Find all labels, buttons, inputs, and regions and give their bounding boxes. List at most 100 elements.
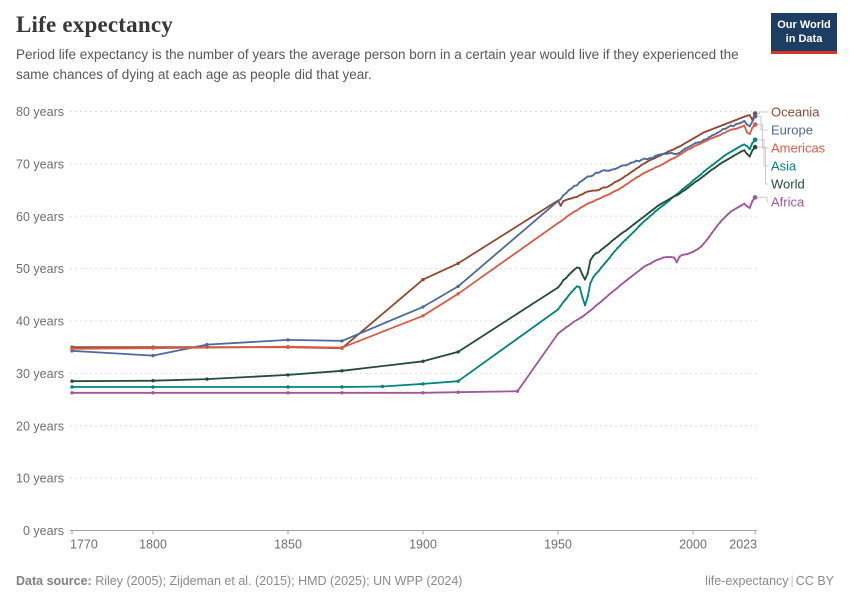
data-point xyxy=(732,154,735,158)
data-point xyxy=(578,317,581,320)
legend-label-africa[interactable]: Africa xyxy=(771,195,805,210)
data-point xyxy=(602,195,605,198)
data-point xyxy=(737,126,740,129)
data-point xyxy=(673,195,676,198)
owid-logo[interactable]: Our World in Data xyxy=(771,13,837,54)
x-axis-label: 1900 xyxy=(409,538,437,552)
data-point xyxy=(691,143,695,146)
data-point xyxy=(648,157,651,160)
data-point xyxy=(732,149,735,152)
legend-connector xyxy=(757,196,768,203)
data-point xyxy=(613,289,616,292)
data-point xyxy=(575,266,578,269)
data-point xyxy=(654,157,657,160)
data-point xyxy=(613,250,616,253)
data-point xyxy=(570,197,573,200)
data-point xyxy=(286,373,290,377)
series-africa[interactable] xyxy=(70,195,758,395)
data-point xyxy=(627,182,630,185)
data-point xyxy=(605,194,608,197)
legend-label-asia[interactable]: Asia xyxy=(771,159,797,174)
data-point xyxy=(702,140,705,143)
data-point xyxy=(710,134,713,137)
data-point xyxy=(286,385,290,389)
data-point xyxy=(340,346,344,350)
data-point xyxy=(648,262,651,265)
data-point xyxy=(597,197,600,201)
data-point xyxy=(340,391,344,395)
data-point xyxy=(635,221,638,224)
x-axis-label: 1800 xyxy=(139,538,167,552)
series-americas[interactable] xyxy=(70,122,758,351)
data-point xyxy=(621,164,624,167)
data-point xyxy=(683,189,686,192)
data-point xyxy=(735,123,738,126)
series-line-world[interactable] xyxy=(71,146,756,383)
data-point xyxy=(624,280,627,283)
legend-label-europe[interactable]: Europe xyxy=(771,123,813,138)
data-point xyxy=(567,214,570,217)
data-point xyxy=(627,236,630,239)
series-europe[interactable] xyxy=(70,113,758,358)
data-point xyxy=(608,184,611,187)
data-point xyxy=(752,195,758,200)
data-point xyxy=(610,239,614,242)
series-asia[interactable] xyxy=(70,137,758,389)
data-point xyxy=(659,153,662,156)
data-point xyxy=(605,186,608,189)
data-point xyxy=(700,132,703,136)
series-world[interactable] xyxy=(70,144,758,383)
data-point xyxy=(616,180,619,183)
data-point xyxy=(559,197,562,201)
data-point xyxy=(727,158,730,161)
data-point xyxy=(683,147,686,150)
data-point xyxy=(151,346,155,350)
data-point xyxy=(589,309,592,312)
series-line-asia[interactable] xyxy=(71,138,756,388)
data-point xyxy=(740,144,743,147)
data-point xyxy=(708,166,711,169)
data-point xyxy=(727,129,730,132)
data-point xyxy=(616,247,619,250)
data-point xyxy=(567,189,570,192)
data-point xyxy=(700,176,703,180)
data-point xyxy=(651,157,654,160)
data-point xyxy=(646,213,649,216)
data-point xyxy=(205,342,209,347)
data-point xyxy=(673,152,676,155)
data-point xyxy=(456,379,460,383)
data-point xyxy=(646,160,649,163)
data-point xyxy=(602,186,605,189)
series-line-africa[interactable] xyxy=(71,196,756,394)
license-link[interactable]: CC BY xyxy=(795,574,834,588)
chart-title: Life expectancy xyxy=(16,12,173,37)
data-point xyxy=(605,169,608,172)
data-point xyxy=(573,184,576,187)
y-axis-label: 40 years xyxy=(16,315,64,329)
data-point xyxy=(651,168,654,171)
data-point xyxy=(600,196,603,199)
data-point xyxy=(421,277,425,282)
series-line-oceania[interactable] xyxy=(71,112,756,350)
data-point xyxy=(705,130,708,133)
data-point xyxy=(559,220,562,223)
data-point xyxy=(667,198,670,201)
data-point xyxy=(740,204,743,207)
data-point xyxy=(681,188,684,191)
data-point xyxy=(610,291,614,294)
data-point xyxy=(710,137,713,140)
series-oceania[interactable] xyxy=(70,111,758,350)
data-point xyxy=(624,183,627,186)
data-point xyxy=(575,318,578,322)
data-point xyxy=(616,235,619,238)
data-point xyxy=(662,201,665,204)
legend-label-oceania[interactable]: Oceania xyxy=(771,105,820,120)
data-point xyxy=(640,173,643,176)
data-point xyxy=(573,196,576,199)
data-point xyxy=(670,149,673,152)
data-point xyxy=(683,186,686,189)
data-point xyxy=(608,169,611,172)
legend-label-world[interactable]: World xyxy=(771,177,805,192)
legend-label-americas[interactable]: Americas xyxy=(771,141,826,156)
data-point xyxy=(737,205,740,208)
